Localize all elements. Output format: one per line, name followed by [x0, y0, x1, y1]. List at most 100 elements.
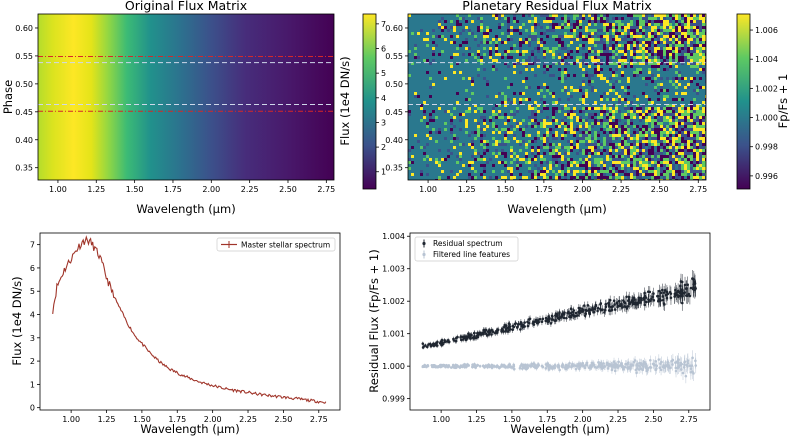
- residual-pixel: [678, 56, 681, 59]
- residual-pixel: [690, 155, 693, 158]
- residual-pixel: [522, 59, 525, 62]
- residual-pixel: [669, 146, 672, 149]
- residual-pixel: [624, 53, 627, 56]
- residual-pixel: [516, 122, 519, 125]
- panel-2-x-tick-label: 1.00: [419, 185, 437, 194]
- residual-pixel: [585, 113, 588, 116]
- data-point: [525, 366, 529, 369]
- residual-pixel: [627, 131, 630, 134]
- residual-pixel: [561, 47, 564, 50]
- residual-pixel: [561, 74, 564, 77]
- residual-pixel: [483, 170, 486, 173]
- residual-pixel: [705, 107, 706, 110]
- residual-pixel: [582, 131, 585, 134]
- data-point: [629, 365, 633, 368]
- residual-pixel: [684, 173, 687, 176]
- residual-pixel: [510, 29, 513, 32]
- residual-pixel: [675, 137, 678, 140]
- residual-pixel: [579, 131, 582, 134]
- residual-pixel: [669, 128, 672, 131]
- residual-pixel: [678, 164, 681, 167]
- residual-pixel: [699, 44, 702, 47]
- residual-pixel: [498, 104, 501, 107]
- residual-pixel: [582, 47, 585, 50]
- residual-pixel: [570, 164, 573, 167]
- residual-pixel: [480, 140, 483, 143]
- residual-pixel: [519, 164, 522, 167]
- residual-pixel: [582, 164, 585, 167]
- panel-4-y-label: Residual Flux (Fp/Fs + 1): [367, 249, 381, 392]
- residual-pixel: [654, 152, 657, 155]
- residual-pixel: [450, 62, 453, 65]
- residual-pixel: [699, 23, 702, 26]
- data-point: [657, 358, 661, 361]
- residual-pixel: [561, 134, 564, 137]
- residual-pixel: [654, 113, 657, 116]
- residual-pixel: [666, 44, 669, 47]
- residual-pixel: [651, 119, 654, 122]
- residual-pixel: [564, 62, 567, 65]
- residual-pixel: [576, 56, 579, 59]
- residual-pixel: [657, 158, 660, 161]
- residual-pixel: [408, 113, 411, 116]
- residual-pixel: [675, 176, 678, 179]
- residual-pixel: [678, 83, 681, 86]
- residual-pixel: [699, 38, 702, 41]
- residual-pixel: [567, 53, 570, 56]
- residual-pixel: [582, 161, 585, 164]
- residual-pixel: [693, 38, 696, 41]
- residual-pixel: [594, 161, 597, 164]
- residual-pixel: [657, 65, 660, 68]
- residual-pixel: [549, 29, 552, 32]
- residual-pixel: [483, 176, 486, 179]
- residual-pixel: [639, 110, 642, 113]
- residual-pixel: [606, 110, 609, 113]
- residual-pixel: [627, 128, 630, 131]
- residual-pixel: [630, 161, 633, 164]
- residual-pixel: [495, 59, 498, 62]
- residual-pixel: [660, 143, 663, 146]
- residual-pixel: [648, 134, 651, 137]
- residual-pixel: [495, 14, 498, 17]
- residual-pixel: [546, 122, 549, 125]
- panel-master-stellar-spectrum: 1.00 1.25 1.50 1.75 2.00 2.25 2.50 2.75 0123456…: [10, 232, 341, 436]
- residual-pixel: [702, 131, 705, 134]
- data-point: [476, 363, 480, 367]
- panel-3-legend: Master stellar spectrum: [216, 237, 336, 252]
- residual-pixel: [669, 29, 672, 32]
- residual-pixel: [642, 128, 645, 131]
- residual-pixel: [654, 23, 657, 26]
- data-point: [520, 363, 523, 366]
- residual-pixel: [579, 122, 582, 125]
- residual-pixel: [633, 176, 636, 179]
- residual-pixel: [621, 50, 624, 53]
- residual-pixel: [621, 125, 624, 128]
- residual-pixel: [582, 74, 585, 77]
- residual-pixel: [585, 125, 588, 128]
- residual-pixel: [594, 38, 597, 41]
- residual-pixel: [606, 38, 609, 41]
- residual-pixel: [525, 65, 528, 68]
- residual-pixel: [432, 50, 435, 53]
- residual-pixel: [633, 44, 636, 47]
- residual-pixel: [537, 149, 540, 152]
- residual-pixel: [624, 32, 627, 35]
- residual-pixel: [438, 161, 441, 164]
- residual-pixel: [654, 140, 657, 143]
- data-point: [686, 283, 689, 286]
- residual-pixel: [705, 23, 706, 26]
- data-point: [469, 337, 472, 340]
- residual-pixel: [666, 104, 669, 107]
- residual-pixel: [648, 17, 651, 20]
- residual-pixel: [507, 98, 510, 101]
- residual-pixel: [630, 146, 633, 149]
- residual-pixel: [699, 131, 702, 134]
- residual-pixel: [594, 56, 597, 59]
- residual-pixel: [588, 146, 591, 149]
- residual-pixel: [573, 26, 576, 29]
- residual-pixel: [699, 56, 702, 59]
- residual-pixel: [651, 80, 654, 83]
- residual-pixel: [546, 68, 549, 71]
- residual-pixel: [675, 47, 678, 50]
- residual-pixel: [480, 134, 483, 137]
